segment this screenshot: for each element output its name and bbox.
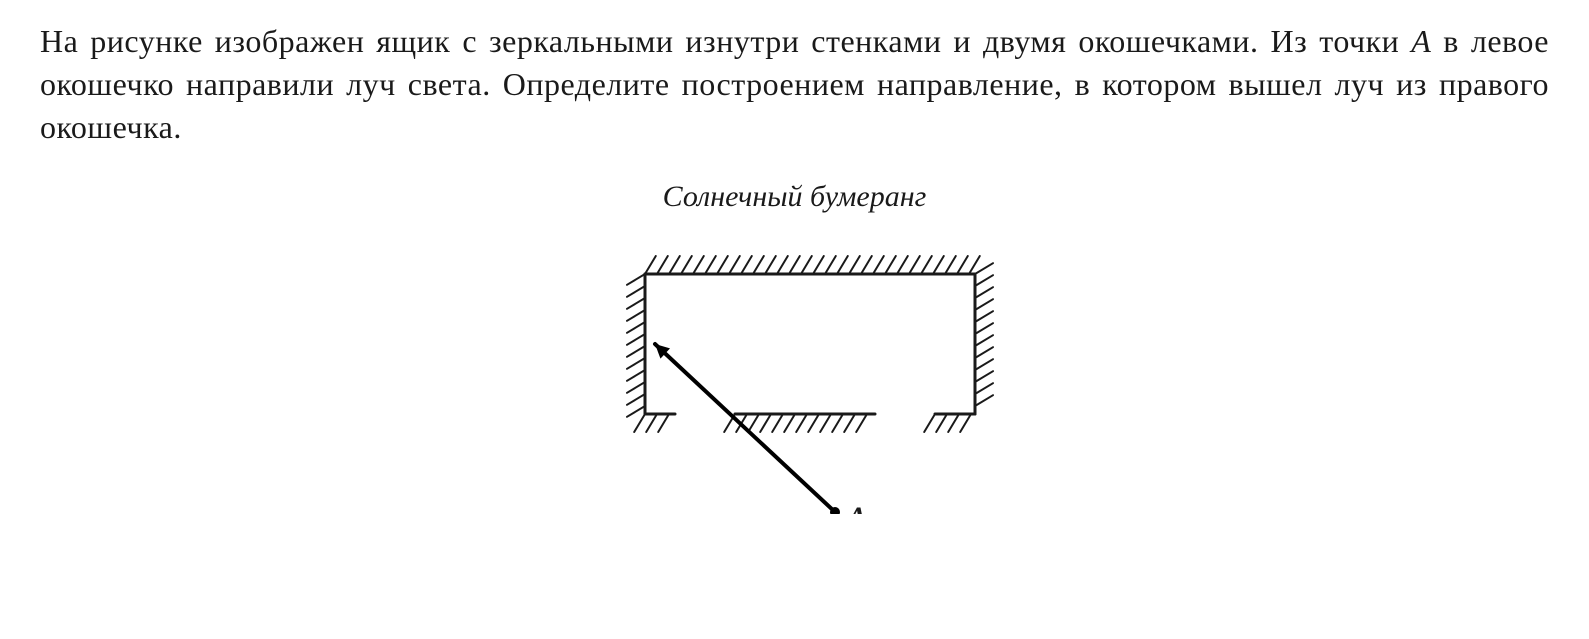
figure-title: Солнечный бумеранг (40, 180, 1549, 214)
box-diagram: A (575, 234, 1015, 514)
svg-text:A: A (845, 501, 867, 514)
figure: A (575, 234, 1015, 519)
problem-text: На рисунке изображен ящик с зеркальными … (40, 20, 1549, 150)
problem-text-part1: На рисунке изображен ящик с зеркальными … (40, 23, 1411, 59)
point-label-inline: A (1411, 23, 1431, 59)
figure-container: A (40, 234, 1549, 519)
